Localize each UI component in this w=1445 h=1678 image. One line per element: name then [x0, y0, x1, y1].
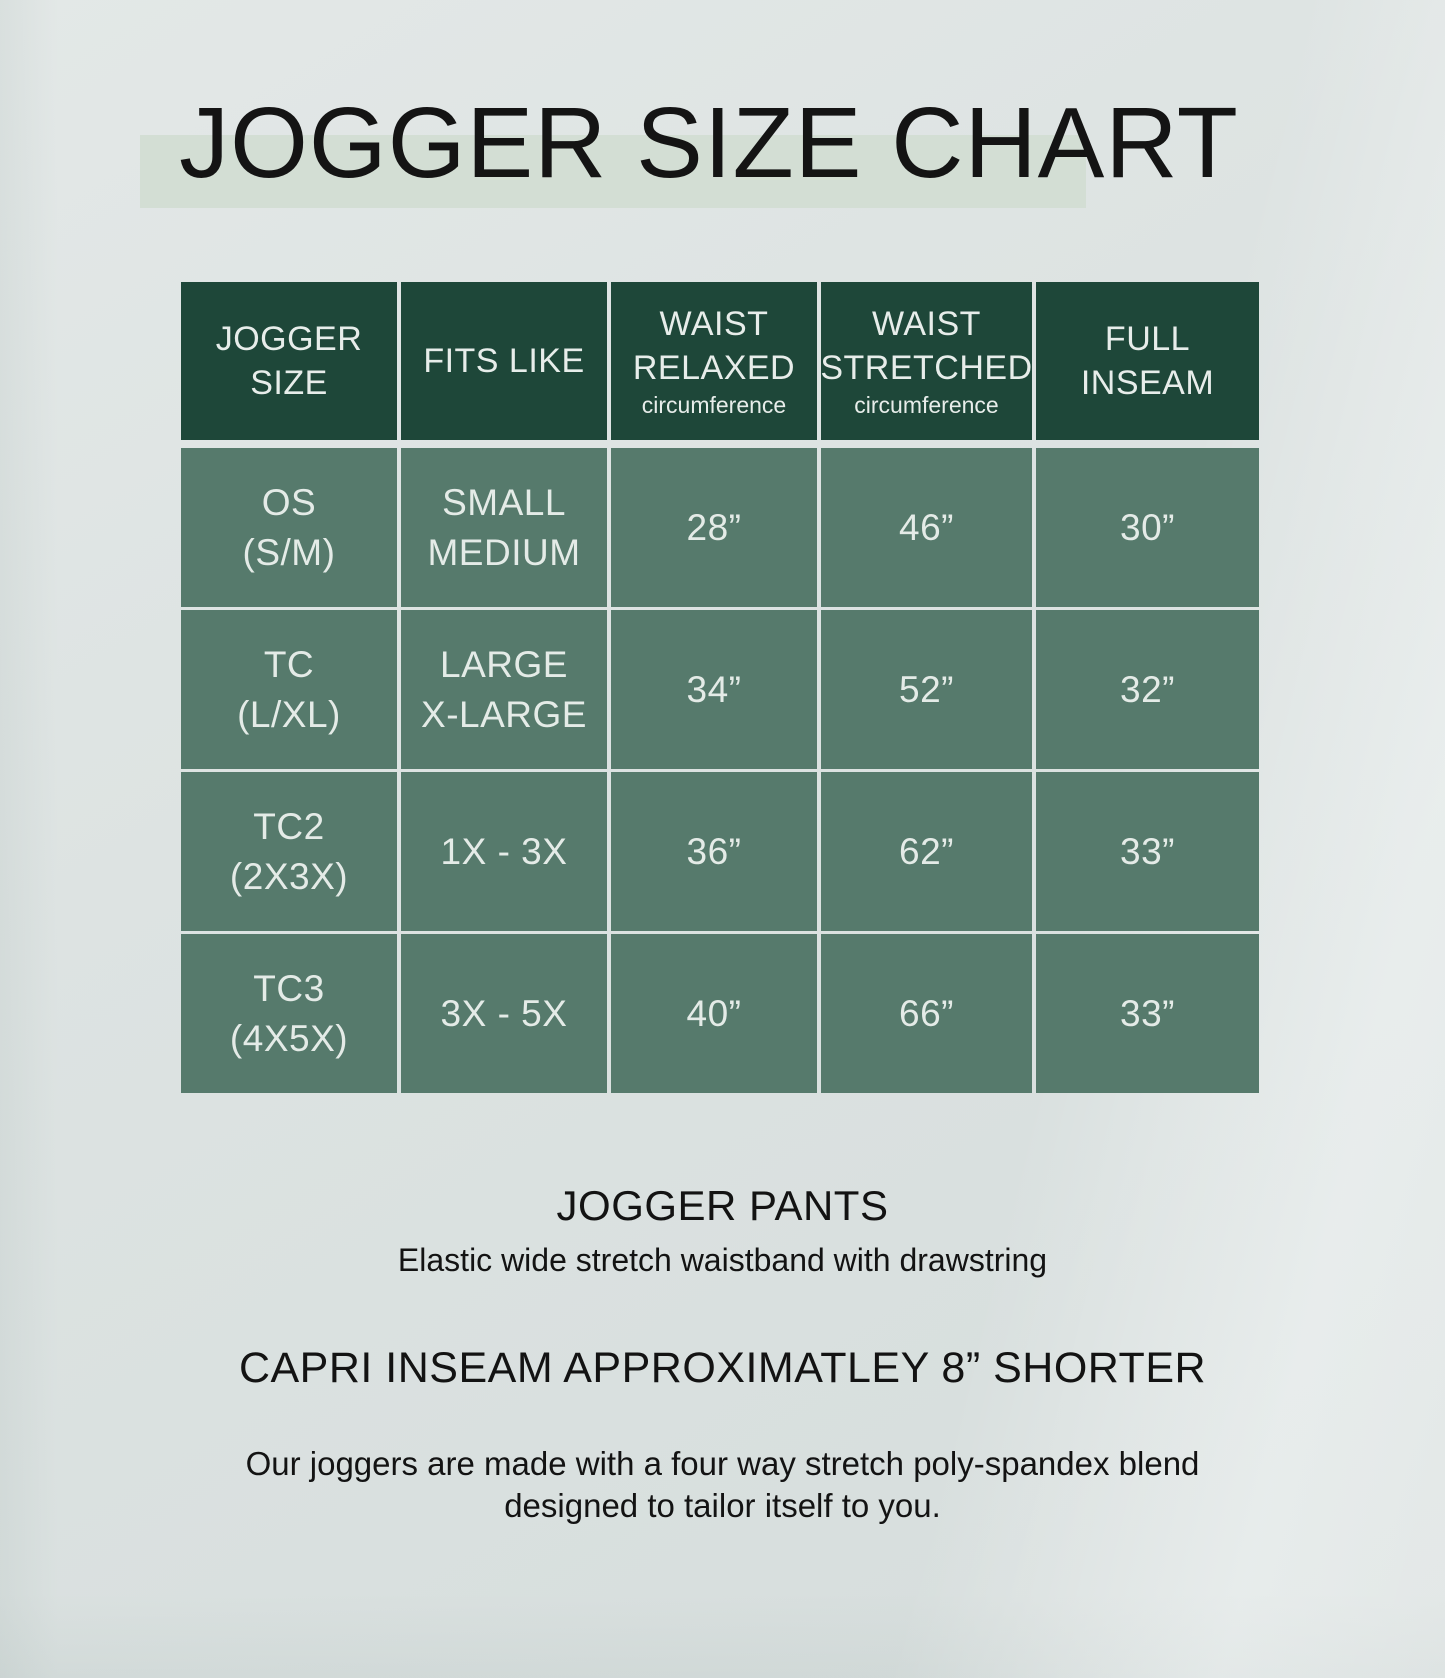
column-header-label: WAIST STRETCHED — [820, 305, 1033, 388]
cell-jogger-size: TC (L/XL) — [181, 610, 397, 769]
cell-fits-like: SMALL MEDIUM — [401, 448, 607, 607]
cell-waist-relaxed: 34” — [611, 610, 817, 769]
cell-full-inseam: 30” — [1036, 448, 1259, 607]
column-header-jogger-size: JOGGER SIZE — [181, 282, 397, 440]
cell-fits-like: LARGE X-LARGE — [401, 610, 607, 769]
material-description: Our joggers are made with a four way str… — [245, 1445, 1200, 1525]
cell-waist-relaxed: 36” — [611, 772, 817, 931]
table-row-tc3: TC3 (4X5X) 3X - 5X 40” 66” 33” — [181, 934, 1259, 1093]
column-header-label: WAIST RELAXED — [632, 305, 796, 388]
product-heading: JOGGER PANTS — [556, 1182, 889, 1229]
column-header-sublabel: circumference — [641, 392, 787, 419]
cell-waist-stretched: 66” — [821, 934, 1032, 1093]
cell-full-inseam: 32” — [1036, 610, 1259, 769]
cell-waist-relaxed: 40” — [611, 934, 817, 1093]
column-header-full-inseam: FULL INSEAM — [1036, 282, 1259, 440]
page-title: JOGGER SIZE CHART — [179, 87, 1239, 199]
table-row-tc2: TC2 (2X3X) 1X - 3X 36” 62” 33” — [181, 772, 1259, 931]
column-header-fits-like: FITS LIKE — [401, 282, 607, 440]
table-row-tc: TC (L/XL) LARGE X-LARGE 34” 52” 32” — [181, 610, 1259, 769]
column-header-label: JOGGER SIZE — [215, 319, 363, 402]
size-chart-table: JOGGER SIZE FITS LIKE WAIST RELAXED circ… — [181, 282, 1259, 1093]
product-subheading: Elastic wide stretch waistband with draw… — [397, 1242, 1048, 1278]
table-body: OS (S/M) SMALL MEDIUM 28” 46” 30” TC (L/… — [181, 448, 1259, 1093]
column-header-sublabel: circumference — [854, 392, 999, 419]
cell-jogger-size: OS (S/M) — [181, 448, 397, 607]
title-highlight-band — [140, 135, 1086, 208]
table-row-os: OS (S/M) SMALL MEDIUM 28” 46” 30” — [181, 448, 1259, 607]
cell-fits-like: 3X - 5X — [401, 934, 607, 1093]
column-header-label: FULL INSEAM — [1080, 319, 1215, 402]
cell-full-inseam: 33” — [1036, 934, 1259, 1093]
capri-inseam-note: CAPRI INSEAM APPROXIMATLEY 8” SHORTER — [238, 1344, 1207, 1392]
table-header-row: JOGGER SIZE FITS LIKE WAIST RELAXED circ… — [181, 282, 1259, 440]
cell-waist-relaxed: 28” — [611, 448, 817, 607]
cell-fits-like: 1X - 3X — [401, 772, 607, 931]
column-header-waist-relaxed: WAIST RELAXED circumference — [611, 282, 817, 440]
cell-waist-stretched: 62” — [821, 772, 1032, 931]
cell-jogger-size: TC2 (2X3X) — [181, 772, 397, 931]
column-header-waist-stretched: WAIST STRETCHED circumference — [820, 282, 1033, 440]
column-header-label: FITS LIKE — [423, 341, 585, 380]
cell-full-inseam: 33” — [1036, 772, 1259, 931]
cell-waist-stretched: 52” — [821, 610, 1032, 769]
cell-jogger-size: TC3 (4X5X) — [181, 934, 397, 1093]
cell-waist-stretched: 46” — [821, 448, 1032, 607]
